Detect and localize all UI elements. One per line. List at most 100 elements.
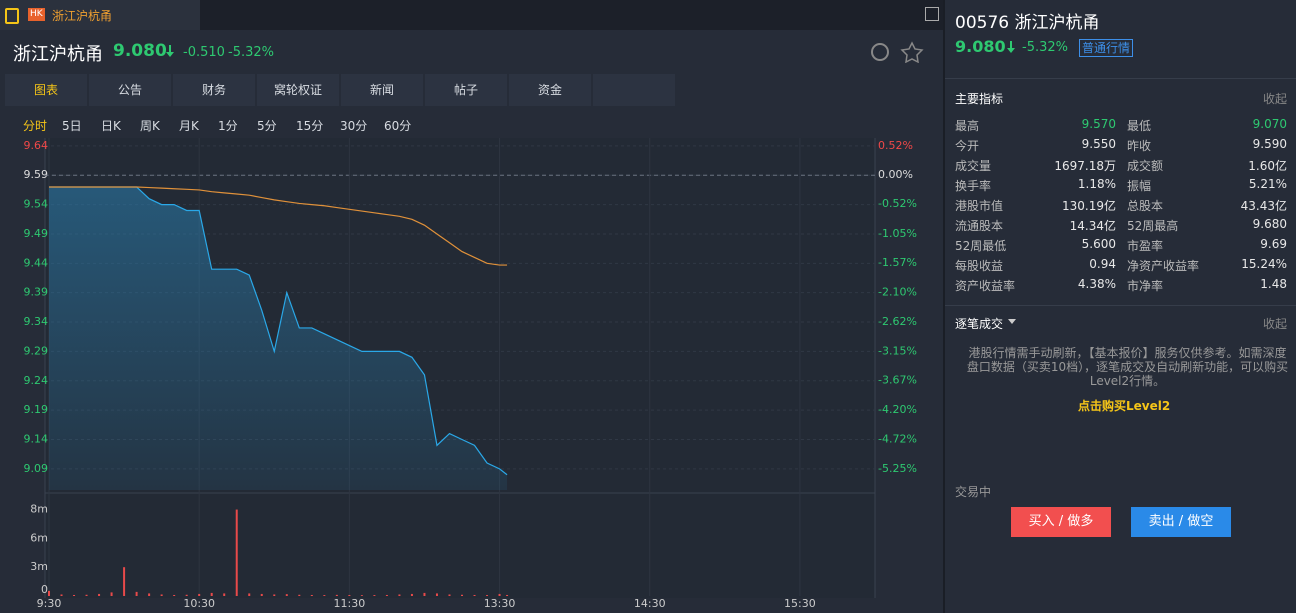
volume-bar xyxy=(506,594,509,596)
nav-tab[interactable]: 新闻 xyxy=(341,74,423,106)
label: 52周最低 xyxy=(955,239,1007,253)
separator xyxy=(945,78,1296,79)
nav-tab[interactable]: 资金 xyxy=(509,74,591,106)
y2-tick-label: 0.52% xyxy=(878,139,913,152)
volume-bar xyxy=(248,593,251,596)
volume-bar xyxy=(148,593,151,596)
period[interactable]: 分时 xyxy=(23,119,48,133)
period[interactable]: 15分 xyxy=(296,119,324,133)
y2-tick-label: -5.25% xyxy=(878,462,917,475)
volume-bar xyxy=(223,593,226,596)
y-tick-label: 9.64 xyxy=(24,139,49,152)
section-title[interactable]: 逐笔成交 xyxy=(955,317,1004,331)
value: 1.18% xyxy=(1077,177,1116,191)
volume-bar xyxy=(298,594,301,596)
volume-bar xyxy=(348,594,351,596)
value: 0.94 xyxy=(1089,257,1116,271)
layout-icon[interactable] xyxy=(925,7,939,21)
label: 港股市值 xyxy=(955,199,1004,213)
label: 最高 xyxy=(955,119,980,133)
value: 130.19亿 xyxy=(1062,199,1116,213)
volume-tick-label: 0 xyxy=(41,583,48,596)
volume-bar xyxy=(198,593,201,596)
label: 昨收 xyxy=(1127,139,1152,153)
volume-bar xyxy=(435,593,438,596)
y2-tick-label: -4.20% xyxy=(878,403,917,416)
period[interactable]: 日K xyxy=(101,119,121,133)
volume-bar xyxy=(273,594,276,596)
label: 市净率 xyxy=(1127,279,1164,293)
value: 5.21% xyxy=(1248,177,1287,191)
volume-bar xyxy=(48,590,50,596)
period[interactable]: 30分 xyxy=(340,119,368,133)
label: 资产收益率 xyxy=(955,279,1016,293)
nav-tab[interactable]: 窝轮权证 xyxy=(257,74,339,106)
period[interactable]: 月K xyxy=(179,119,199,133)
buy-button[interactable]: 买入 / 做多 xyxy=(1011,507,1111,537)
label: 净资产收益率 xyxy=(1127,259,1200,273)
y-tick-label: 9.19 xyxy=(24,403,49,416)
label: 成交量 xyxy=(955,159,992,173)
status: 交易中 xyxy=(955,485,992,499)
volume-tick-label: 3m xyxy=(30,560,48,573)
x-tick-label: 15:30 xyxy=(784,597,816,610)
y-tick-label: 9.09 xyxy=(24,462,49,475)
volume-bar xyxy=(410,593,413,596)
volume-bar xyxy=(210,592,213,596)
volume-bar xyxy=(185,594,188,596)
notice: 港股行情需手动刷新，【基本报价】服务仅供参考。如需深度盘口数据（买卖10档），逐… xyxy=(966,346,1289,388)
y2-tick-label: -1.57% xyxy=(878,256,917,269)
value: 9.680 xyxy=(1252,217,1287,231)
quote-badge[interactable]: 普通行情 xyxy=(1079,39,1134,57)
label: 今开 xyxy=(955,139,980,153)
y2-tick-label: -3.67% xyxy=(878,374,917,387)
divider xyxy=(943,0,945,613)
label: 成交额 xyxy=(1127,159,1164,173)
period[interactable]: 60分 xyxy=(384,119,412,133)
volume-bar xyxy=(461,594,463,596)
down-arrow xyxy=(1007,41,1015,53)
nav-tab[interactable]: 财务 xyxy=(173,74,255,106)
y-tick-label: 9.24 xyxy=(24,374,49,387)
value: 9.550 xyxy=(1081,137,1116,151)
volume-bar xyxy=(135,591,138,596)
sell-button[interactable]: 卖出 / 做空 xyxy=(1131,507,1231,537)
header-icons[interactable] xyxy=(870,41,930,63)
y2-tick-label: 0.00% xyxy=(878,168,913,181)
label: 市盈率 xyxy=(1127,239,1164,253)
y2-tick-label: -2.10% xyxy=(878,286,917,299)
y-tick-label: 9.49 xyxy=(24,227,49,240)
nav-tab[interactable]: 图表 xyxy=(5,74,87,106)
change-pct: -5.32% xyxy=(228,45,274,60)
period[interactable]: 周K xyxy=(140,119,160,133)
label: 总股本 xyxy=(1127,199,1164,213)
collapse[interactable]: 收起 xyxy=(1263,92,1288,106)
value: 4.38% xyxy=(1077,277,1116,291)
price: 9.080 xyxy=(113,41,167,61)
average-line xyxy=(49,186,508,266)
label: 52周最高 xyxy=(1127,219,1179,233)
volume-bar xyxy=(60,594,63,596)
period[interactable]: 5分 xyxy=(257,119,277,133)
volume-bar xyxy=(310,594,313,596)
value: 5.600 xyxy=(1081,237,1116,251)
volume-bar xyxy=(173,594,176,596)
nav-tab[interactable]: 帖子 xyxy=(425,74,507,106)
collapse[interactable]: 收起 xyxy=(1263,317,1288,331)
value: 9.69 xyxy=(1260,237,1287,251)
side-change-pct: -5.32% xyxy=(1022,40,1068,55)
nav-tab[interactable]: 公告 xyxy=(89,74,171,106)
period[interactable]: 5日 xyxy=(62,119,82,133)
period[interactable]: 1分 xyxy=(218,119,238,133)
value: 1.60亿 xyxy=(1248,159,1287,173)
down-arrow xyxy=(166,45,174,57)
y2-tick-label: -4.72% xyxy=(878,432,917,445)
chart: 9.64 9.59 9.54 9.49 9.44 9.39 9.34 9.29 9.24 9.19… xyxy=(24,138,917,610)
change: -0.510 xyxy=(183,45,225,60)
icon xyxy=(5,8,19,24)
volume-tick-label: 6m xyxy=(30,531,48,544)
volume-bar xyxy=(448,594,451,596)
volume-bar xyxy=(98,593,101,596)
level2-link[interactable]: 点击购买Level2 xyxy=(1078,399,1171,413)
nav-tab xyxy=(593,74,675,106)
